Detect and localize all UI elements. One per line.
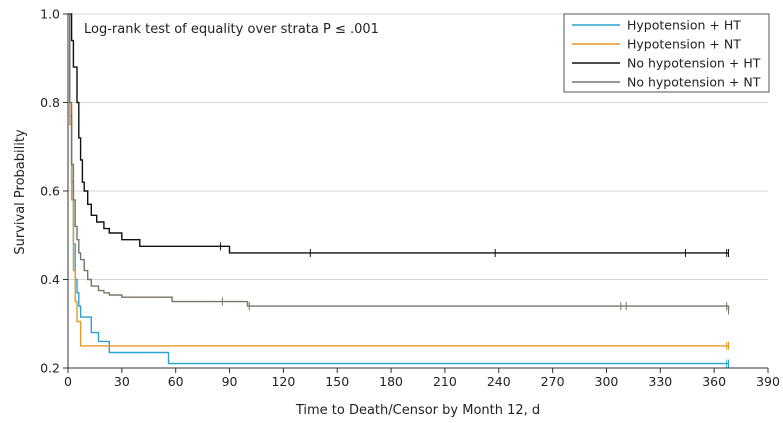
legend-label-4: No hypotension + NT bbox=[627, 75, 761, 90]
y-tick-label: 0.6 bbox=[40, 184, 60, 199]
y-tick-label: 1.0 bbox=[40, 7, 60, 22]
legend: Hypotension + HT Hypotension + NT No hypot… bbox=[563, 13, 770, 93]
legend-label-2: Hypotension + NT bbox=[627, 37, 741, 52]
series-line-3 bbox=[68, 13, 729, 254]
x-tick-label: 300 bbox=[595, 374, 619, 389]
x-tick-label: 90 bbox=[222, 374, 238, 389]
x-axis-label: Time to Death/Censor by Month 12, d bbox=[295, 403, 540, 418]
x-tick-label: 150 bbox=[325, 374, 349, 389]
x-tick-label: 30 bbox=[114, 374, 130, 389]
legend-box bbox=[563, 13, 770, 93]
x-tick-label: 180 bbox=[379, 374, 403, 389]
x-tick-label: 390 bbox=[756, 374, 780, 389]
series-line-4 bbox=[68, 13, 730, 311]
x-tick-label: 120 bbox=[271, 374, 295, 389]
y-tick-label: 0.4 bbox=[40, 272, 60, 287]
axes: 0.2 0.4 0.6 0.8 1.0 0 30 60 90 120 150 180 210 240 270… bbox=[40, 7, 780, 390]
y-axis-label: Survival Probability bbox=[13, 129, 28, 255]
logrank-annotation: Log-rank test of equality over strata P … bbox=[84, 22, 379, 37]
x-tick-label: 240 bbox=[487, 374, 511, 389]
x-tick-label: 330 bbox=[648, 374, 672, 389]
legend-label-1: Hypotension + HT bbox=[627, 18, 741, 33]
x-tick-label: 270 bbox=[541, 374, 565, 389]
x-tick-label: 60 bbox=[168, 374, 184, 389]
x-tick-label: 0 bbox=[64, 374, 72, 389]
series-line-2 bbox=[68, 13, 729, 347]
y-tick-label: 0.2 bbox=[40, 361, 60, 376]
x-tick-label: 360 bbox=[702, 374, 726, 389]
legend-label-3: No hypotension + HT bbox=[627, 56, 761, 71]
x-tick-label: 210 bbox=[433, 374, 457, 389]
y-tick-label: 0.8 bbox=[40, 95, 60, 110]
series-group bbox=[68, 13, 730, 368]
